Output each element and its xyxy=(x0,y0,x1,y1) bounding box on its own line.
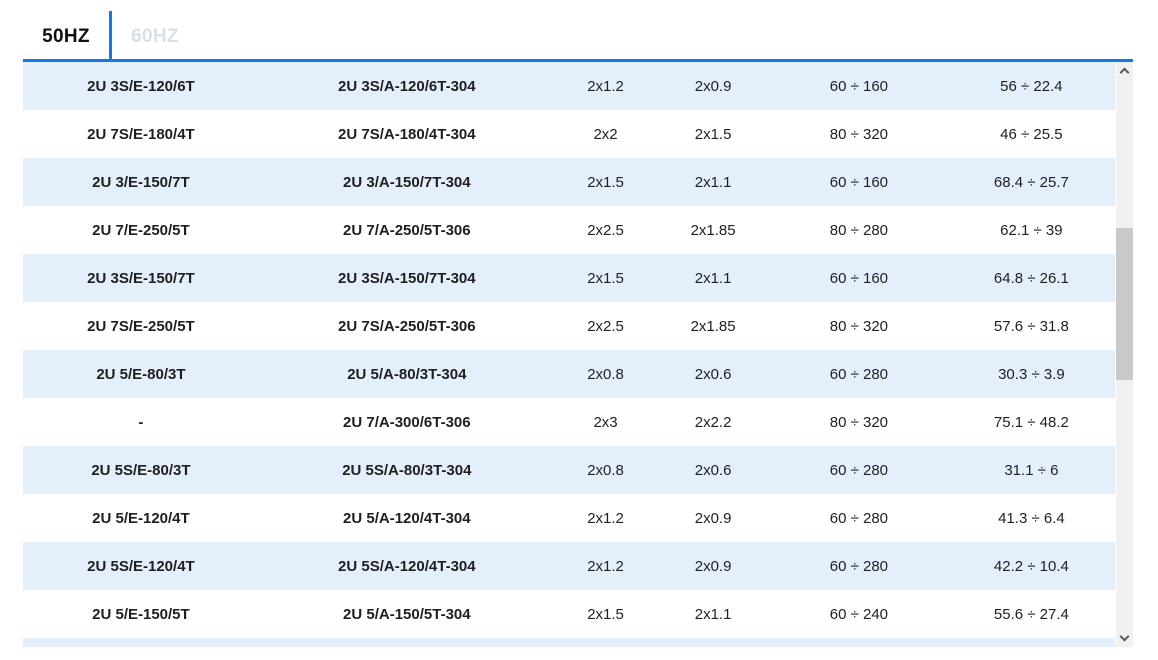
table-cell: 2U 5/A-80/3T-304 xyxy=(347,365,467,383)
table-cell: 60 ÷ 160 xyxy=(829,173,889,191)
table-row: 2U 5S/E-80/3T 2U 5S/A-80/3T-304 2x0.8 2x0.6… xyxy=(23,446,1115,494)
table-row: 2U 3S/E-120/6T 2U 3S/A-120/6T-304 2x1.2 2x0… xyxy=(23,62,1115,110)
table-cell: 2x1.5 xyxy=(587,269,624,287)
table-cell: 56 ÷ 22.4 xyxy=(1000,77,1063,95)
scrollbar-down-button[interactable] xyxy=(1116,630,1133,647)
table-row: 2U 5S/E-120/4T 2U 5S/A-120/4T-304 2x1.2 2x0… xyxy=(23,542,1115,590)
table-cell: 60 ÷ 160 xyxy=(829,269,889,287)
table-cell: 42.2 ÷ 10.4 xyxy=(993,557,1069,575)
table-cell: 2x2.5 xyxy=(587,221,624,239)
table-cell: 2U 5/E-80/3T xyxy=(96,365,186,383)
table-cell: 2x0.9 xyxy=(694,77,732,95)
scrollbar-up-button[interactable] xyxy=(1116,62,1133,79)
table-cell: 64.8 ÷ 26.1 xyxy=(993,269,1069,287)
table-cell: 2x0.9 xyxy=(694,557,732,575)
table-cell: 2U 5/E-150/5T xyxy=(92,605,190,623)
table-row: 2U 5/E-80/3T 2U 5/A-80/3T-304 2x0.8 2x0.6 60… xyxy=(23,350,1115,398)
table-cell: 2x2 xyxy=(593,125,618,143)
table-cell: 2x3 xyxy=(593,413,618,431)
table-cell: 60 ÷ 280 xyxy=(829,461,889,479)
table-cell: 2U 3S/A-120/6T-304 xyxy=(338,77,476,95)
table-cell: 2x1.5 xyxy=(587,173,624,191)
table-cell: 2U 5S/A-80/3T-304 xyxy=(342,461,472,479)
chevron-down-icon xyxy=(1119,631,1130,642)
table-row: 2U 7S/E-180/4T 2U 7S/A-180/4T-304 2x2 2x1.5… xyxy=(23,110,1115,158)
table-cell: 55.6 ÷ 27.4 xyxy=(993,605,1069,623)
table-cell: 2U 5/E-120/4T xyxy=(92,509,190,527)
table-cell: 60 ÷ 280 xyxy=(829,509,889,527)
table-cell: 2U 7S/A-250/5T-306 xyxy=(338,317,476,335)
table-cell: 80 ÷ 320 xyxy=(829,125,889,143)
table-cell: 2x1.2 xyxy=(587,509,624,527)
table-cell: 80 ÷ 320 xyxy=(829,413,889,431)
table-cell: 2x0.9 xyxy=(694,509,732,527)
table-cell: 2U 5/A-150/5T-304 xyxy=(343,605,471,623)
table-cell: 68.4 ÷ 25.7 xyxy=(993,173,1069,191)
data-table: 2U 3S/E-120/6T 2U 3S/A-120/6T-304 2x1.2 2x0… xyxy=(23,62,1115,647)
table-row: - 2U 7/A-300/6T-306 2x3 2x2.2 80 ÷ 320 75.1 ÷… xyxy=(23,398,1115,446)
scrollbar-thumb[interactable] xyxy=(1116,228,1133,380)
tab-divider xyxy=(109,11,112,59)
table-cell: 2x1.2 xyxy=(587,77,624,95)
table-cell: 2x1.1 xyxy=(694,173,732,191)
table-row-partial xyxy=(23,638,1115,647)
table-cell: 75.1 ÷ 48.2 xyxy=(993,413,1069,431)
table-cell: 2U 3/E-150/7T xyxy=(92,173,190,191)
table-cell: 41.3 ÷ 6.4 xyxy=(998,509,1065,527)
table-row: 2U 7/E-250/5T 2U 7/A-250/5T-306 2x2.5 2x1.8… xyxy=(23,206,1115,254)
table-row: 2U 5/E-120/4T 2U 5/A-120/4T-304 2x1.2 2x0.9… xyxy=(23,494,1115,542)
table-cell: 2x1.1 xyxy=(694,269,732,287)
table-cell: 2U 7S/A-180/4T-304 xyxy=(338,125,476,143)
tab-50hz[interactable]: 50HZ xyxy=(42,26,90,47)
table-cell: 2U 3S/E-120/6T xyxy=(87,77,195,95)
table-cell: 2U 3S/A-150/7T-304 xyxy=(338,269,476,287)
table-cell: 2U 3/A-150/7T-304 xyxy=(343,173,471,191)
table-cell: 2x1.85 xyxy=(690,221,736,239)
table-cell: 2x2.2 xyxy=(694,413,732,431)
table-cell: 2x1.1 xyxy=(694,605,732,623)
table-cell: - xyxy=(138,413,144,431)
table-cell: 46 ÷ 25.5 xyxy=(1000,125,1063,143)
table-cell: 57.6 ÷ 31.8 xyxy=(993,317,1069,335)
table-cell: 2U 7S/E-250/5T xyxy=(87,317,195,335)
table-cell: 2x1.2 xyxy=(587,557,624,575)
table-cell: 2x1.85 xyxy=(690,317,736,335)
table-cell: 80 ÷ 280 xyxy=(829,221,889,239)
table-cell: 2x0.8 xyxy=(587,365,624,383)
table-cell: 2x0.8 xyxy=(587,461,624,479)
table-row: 2U 5/E-150/5T 2U 5/A-150/5T-304 2x1.5 2x1.1… xyxy=(23,590,1115,638)
table-cell: 60 ÷ 280 xyxy=(829,557,889,575)
table-cell: 2U 5S/E-120/4T xyxy=(87,557,195,575)
table-cell: 31.1 ÷ 6 xyxy=(1004,461,1059,479)
table-cell: 2x1.5 xyxy=(694,125,732,143)
table-cell: 2U 7/E-250/5T xyxy=(92,221,190,239)
table-cell: 2U 7/A-300/6T-306 xyxy=(343,413,471,431)
table-cell: 2U 3S/E-150/7T xyxy=(87,269,195,287)
table-cell: 2x1.5 xyxy=(587,605,624,623)
scrollbar[interactable] xyxy=(1116,62,1133,647)
table-cell: 80 ÷ 320 xyxy=(829,317,889,335)
table-cell: 2U 5/A-120/4T-304 xyxy=(343,509,471,527)
chevron-up-icon xyxy=(1119,67,1130,78)
table-cell: 2x0.6 xyxy=(694,461,732,479)
table-cell: 2x2.5 xyxy=(587,317,624,335)
table-cell: 2U 5S/A-120/4T-304 xyxy=(338,557,476,575)
table-row: 2U 3S/E-150/7T 2U 3S/A-150/7T-304 2x1.5 2x1… xyxy=(23,254,1115,302)
table-viewport: 2U 3S/E-120/6T 2U 3S/A-120/6T-304 2x1.2 2x0… xyxy=(23,62,1133,647)
tab-60hz[interactable]: 60HZ xyxy=(131,26,179,47)
table-row: 2U 7S/E-250/5T 2U 7S/A-250/5T-306 2x2.5 2x1… xyxy=(23,302,1115,350)
table-cell: 2U 5S/E-80/3T xyxy=(91,461,191,479)
table-row: 2U 3/E-150/7T 2U 3/A-150/7T-304 2x1.5 2x1.1… xyxy=(23,158,1115,206)
table-cell: 60 ÷ 240 xyxy=(829,605,889,623)
table-cell: 2x0.6 xyxy=(694,365,732,383)
tab-bar: 50HZ 60HZ xyxy=(23,0,1133,62)
table-cell: 60 ÷ 280 xyxy=(829,365,889,383)
table-cell: 30.3 ÷ 3.9 xyxy=(998,365,1065,383)
table-cell: 62.1 ÷ 39 xyxy=(1000,221,1063,239)
table-cell: 2U 7S/E-180/4T xyxy=(87,125,195,143)
table-cell: 2U 7/A-250/5T-306 xyxy=(343,221,471,239)
table-cell: 60 ÷ 160 xyxy=(829,77,889,95)
